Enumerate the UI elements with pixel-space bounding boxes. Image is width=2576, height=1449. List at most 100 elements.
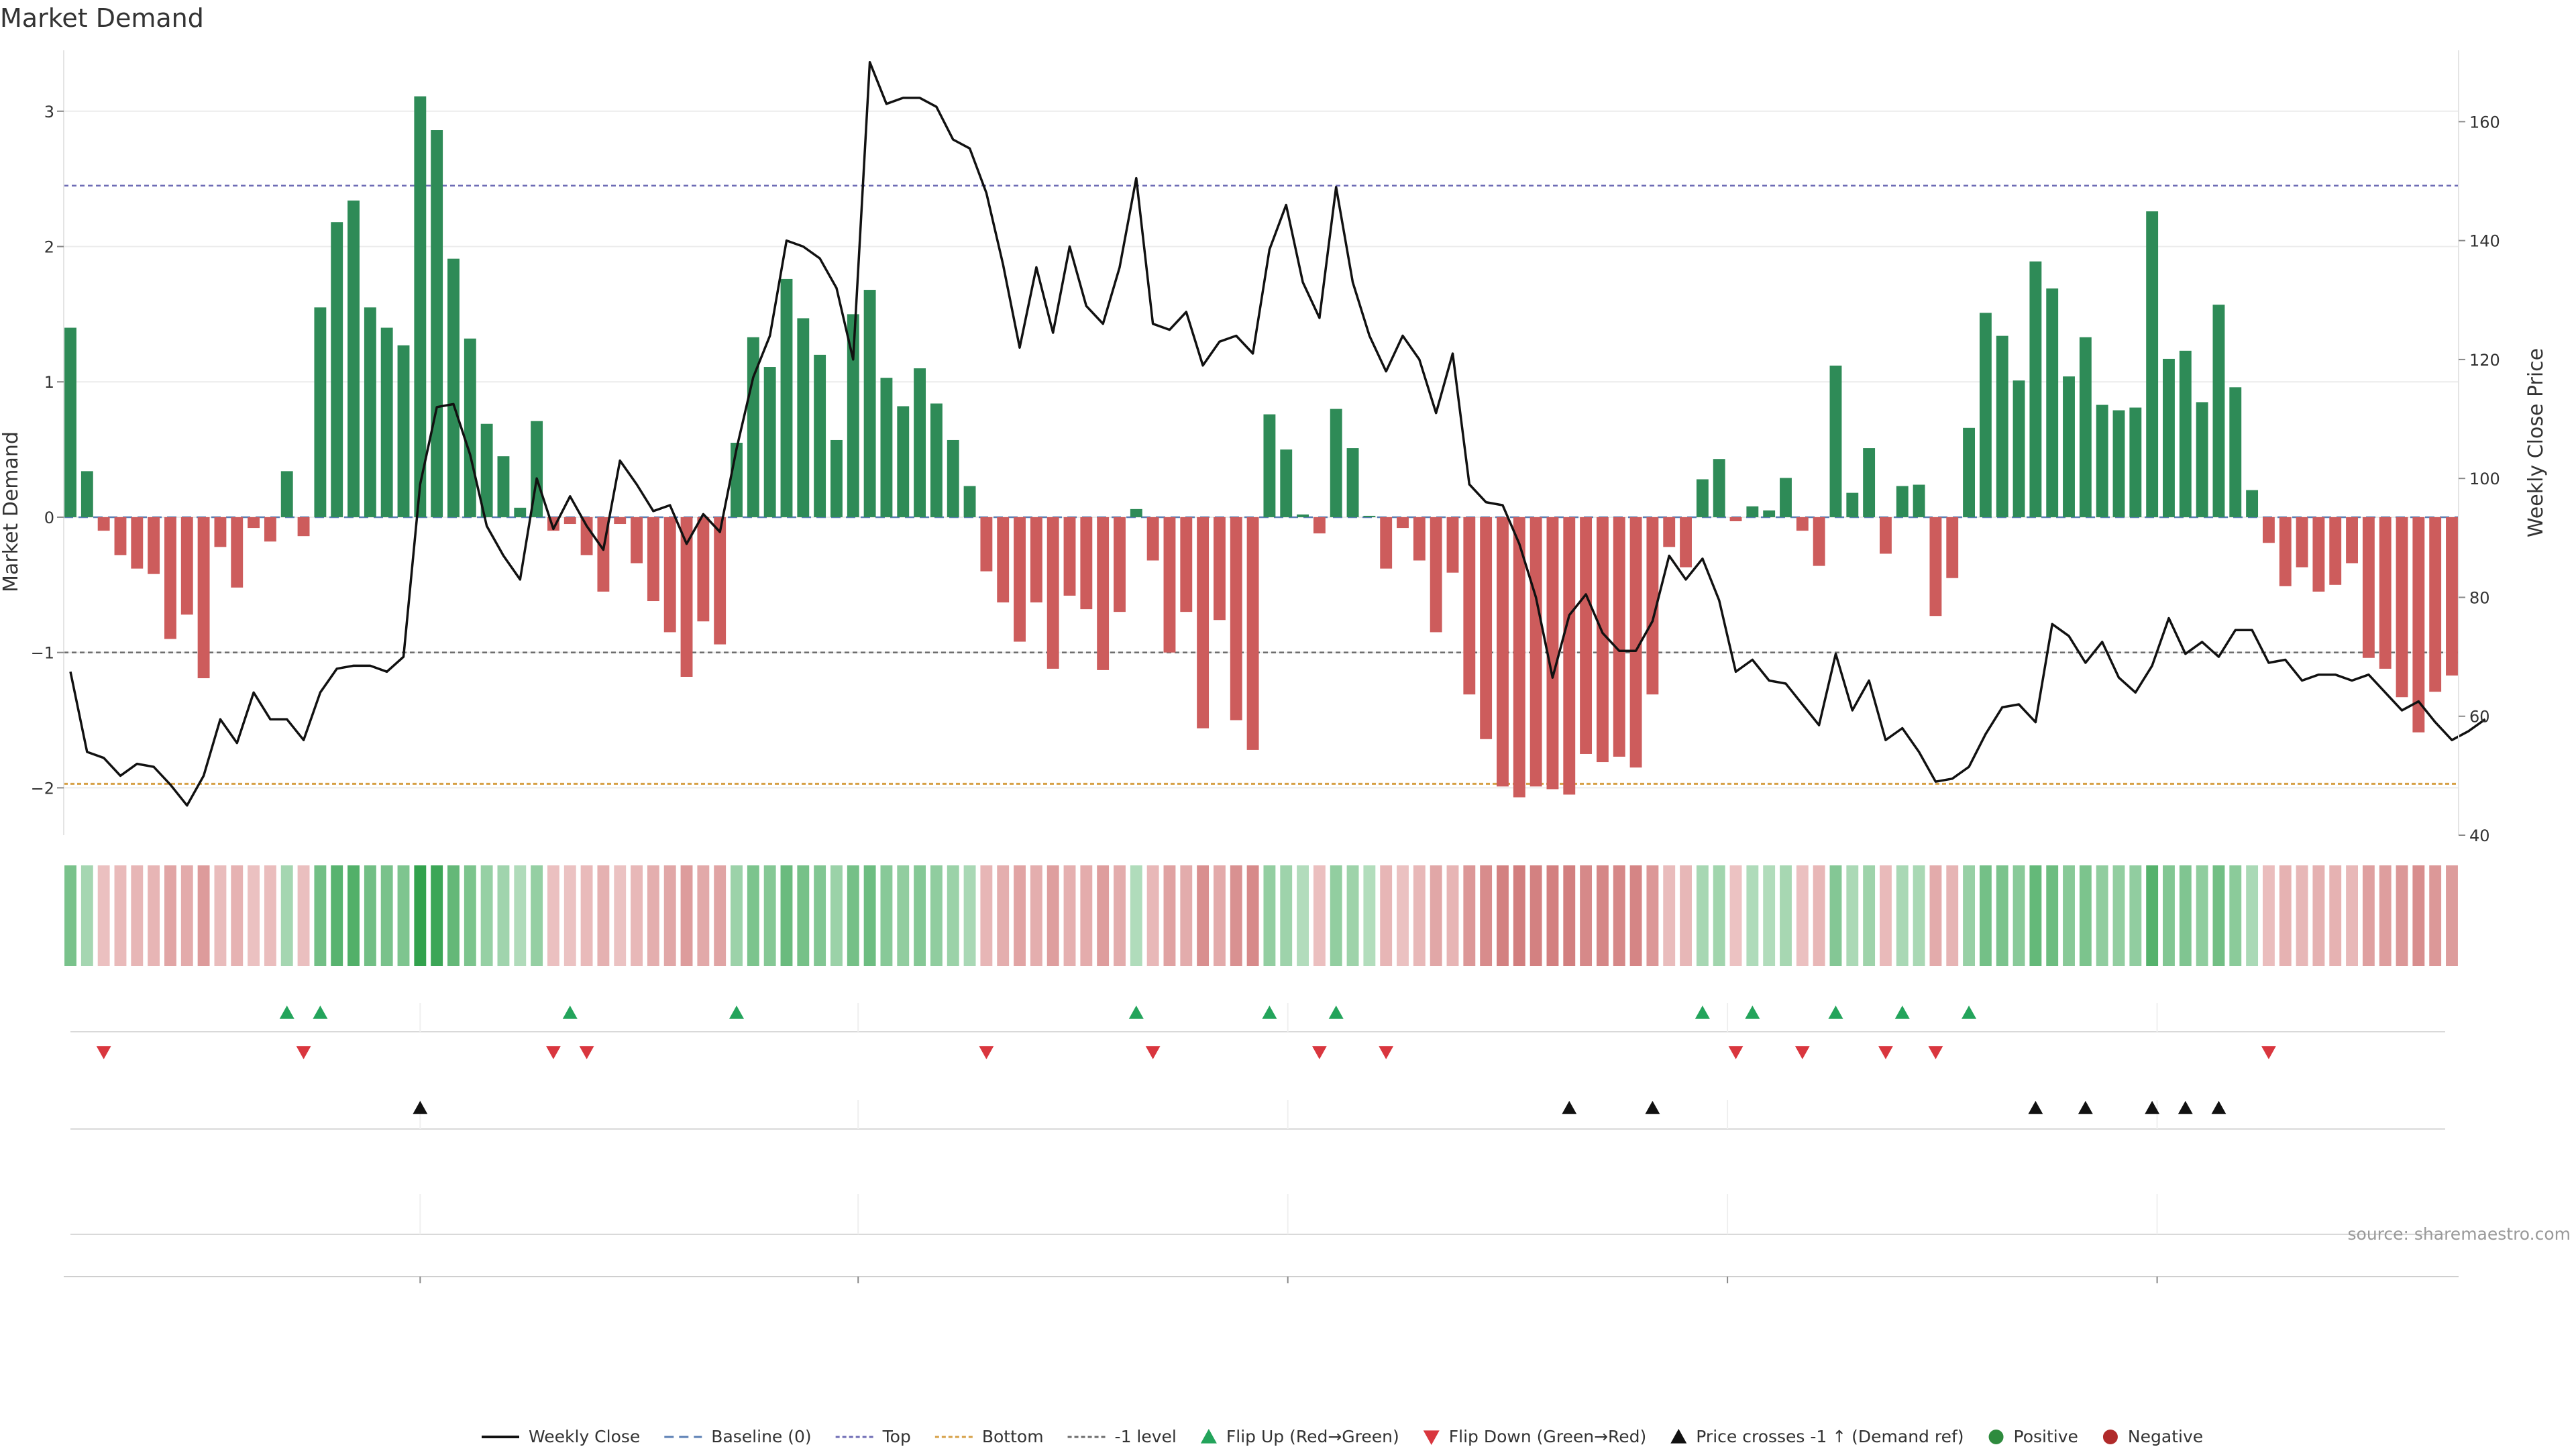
demand-bar [264,517,276,542]
flip-down-marker [1311,1046,1327,1059]
heat-cell [614,865,627,966]
heat-cell [2063,865,2075,966]
heat-cell [1080,865,1093,966]
heat-cell [131,865,144,966]
heat-cell [248,865,260,966]
heat-cell [1646,865,1659,966]
heat-cell [2196,865,2208,966]
demand-bar [631,517,643,564]
demand-bar [1996,335,2008,517]
demand-bar [80,471,93,517]
heat-cell [797,865,810,966]
demand-bar [1146,517,1159,561]
demand-bar [747,337,759,517]
heat-cell [947,865,959,966]
heat-cell [1996,865,2008,966]
heat-cell [2396,865,2408,966]
demand-bar [2362,517,2375,658]
heat-cell [1063,865,1076,966]
heat-cell [1546,865,1559,966]
demand-bar [97,517,110,531]
heat-cell [214,865,227,966]
demand-bar [847,314,859,517]
y2-tick-label: 160 [2469,113,2500,131]
demand-bar [763,367,776,517]
heat-cell [1014,865,1026,966]
y-axis-label: Market Demand [0,431,23,592]
y-tick-label: 3 [44,103,54,121]
demand-bar [64,327,76,517]
demand-bar [1363,515,1376,517]
demand-bar [947,439,959,517]
heat-cell [1880,865,1892,966]
heat-cell [1929,865,1942,966]
price-cross-marker [413,1101,428,1114]
heat-cell [264,865,276,966]
demand-bar [1696,479,1709,517]
legend-label: Price crosses -1 ↑ (Demand ref) [1696,1427,1964,1446]
heat-cell [1729,865,1742,966]
demand-bar [1030,517,1042,603]
heat-cell [2046,865,2059,966]
heat-cell [2412,865,2425,966]
flip-down-marker [1379,1046,1394,1059]
y-tick-label: 1 [44,373,54,392]
demand-bar [1680,517,1692,568]
demand-bar [1663,517,1676,547]
demand-bar [331,222,343,517]
heat-cell [531,865,543,966]
demand-bar [1796,517,1809,531]
y2-tick-label: 100 [2469,470,2500,488]
demand-bar [1713,459,1725,517]
demand-bar [1896,486,1909,517]
legend-label: Positive [2014,1427,2078,1446]
demand-bar [2012,380,2025,517]
demand-bar [1563,517,1576,795]
heat-cell [680,865,693,966]
heat-cell [631,865,643,966]
demand-bar [1014,517,1026,642]
heat-cell [997,865,1010,966]
demand-bar [914,368,926,517]
heat-cell [714,865,727,966]
demand-bar [1580,517,1593,754]
heat-cell [980,865,993,966]
heat-cell [297,865,310,966]
heat-cell [447,865,460,966]
flip-down-marker [2261,1046,2276,1059]
heat-cell [2279,865,2292,966]
demand-bar [2396,517,2408,698]
demand-bar [2229,387,2242,517]
demand-bar [1246,517,1259,750]
demand-bar [297,517,310,537]
demand-bar [2312,517,2325,592]
demand-bar [2063,376,2075,517]
heat-cell [2079,865,2092,966]
price-cross-marker [2178,1101,2193,1114]
heat-cell [1863,865,1876,966]
demand-bar [1596,517,1609,763]
demand-bar [980,517,993,572]
demand-bar [231,517,244,588]
legend-swatch [2102,1430,2118,1444]
demand-bar [2179,350,2192,517]
y-tick-label: −1 [31,644,54,663]
demand-bar [114,517,127,555]
demand-bar [1214,517,1226,621]
demand-bar [1446,517,1459,573]
heat-cell [2096,865,2108,966]
demand-bar [1746,506,1759,517]
heat-cell [1613,865,1625,966]
heat-cell [1763,865,1776,966]
heat-cell [1913,865,1925,966]
heat-cell [597,865,610,966]
flip-down-marker [1728,1046,1743,1059]
demand-bar [1880,517,1892,554]
demand-bar [1130,508,1142,517]
legend-label: -1 level [1115,1427,1177,1446]
demand-bar [1413,517,1426,561]
heat-cell [480,865,493,966]
demand-bar [1163,517,1176,653]
heat-cell [1263,865,1276,966]
heat-cell [1030,865,1042,966]
